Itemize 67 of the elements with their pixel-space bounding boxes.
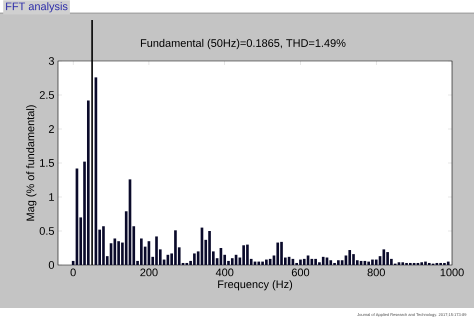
bar bbox=[367, 262, 370, 265]
bar bbox=[310, 258, 314, 265]
bar bbox=[382, 249, 386, 265]
bar bbox=[398, 262, 400, 265]
bar bbox=[242, 245, 245, 265]
bar bbox=[193, 253, 196, 265]
y-tick-label: 0 bbox=[48, 261, 54, 269]
bar bbox=[337, 260, 340, 265]
x-tick-label: 200 bbox=[140, 268, 158, 276]
bar bbox=[102, 226, 105, 265]
bar bbox=[299, 260, 302, 265]
bar bbox=[288, 256, 290, 265]
bar bbox=[86, 100, 90, 265]
y-tick-label: 1 bbox=[49, 193, 54, 201]
bar bbox=[166, 254, 170, 265]
bar bbox=[292, 258, 294, 265]
bar bbox=[424, 262, 427, 265]
bar bbox=[314, 258, 317, 265]
x-tick-label: 800 bbox=[368, 268, 385, 276]
x-tick-label: 400 bbox=[216, 268, 234, 276]
bar bbox=[371, 260, 374, 265]
chart-subtitle: Fundamental (50Hz)=0.1865, THD=1.49% bbox=[140, 38, 346, 50]
y-tick-label: 3 bbox=[48, 57, 54, 65]
x-tick-label: 1000 bbox=[440, 268, 464, 276]
y-tick-label: 2 bbox=[48, 125, 54, 133]
x-tick-label: 600 bbox=[292, 268, 310, 276]
bar bbox=[254, 262, 256, 265]
bar bbox=[76, 168, 78, 265]
bar bbox=[140, 238, 143, 265]
bar bbox=[246, 244, 249, 265]
bar bbox=[220, 248, 222, 265]
bar bbox=[257, 262, 260, 265]
bar bbox=[276, 242, 280, 265]
bar bbox=[94, 77, 98, 265]
bar bbox=[114, 238, 116, 265]
bar bbox=[302, 258, 306, 265]
x-axis-title: Frequency (Hz) bbox=[218, 280, 292, 290]
bar bbox=[200, 228, 204, 265]
bar bbox=[208, 231, 211, 265]
bar bbox=[148, 241, 150, 265]
chart-title: FFT analysis bbox=[6, 2, 68, 12]
x-tick-label: 0 bbox=[70, 268, 76, 276]
bar bbox=[322, 256, 325, 265]
bar bbox=[360, 260, 362, 265]
y-tick-label: 0.5 bbox=[40, 227, 54, 235]
bar bbox=[117, 241, 120, 265]
bar bbox=[329, 260, 332, 265]
y-tick-label: 2.5 bbox=[40, 91, 54, 99]
bar bbox=[128, 179, 132, 265]
bar bbox=[234, 254, 238, 265]
bar bbox=[348, 250, 352, 265]
bar bbox=[174, 230, 177, 265]
bar bbox=[364, 260, 366, 265]
bar bbox=[306, 255, 310, 265]
bar bbox=[265, 260, 268, 265]
bar bbox=[268, 258, 272, 265]
bar bbox=[155, 236, 158, 265]
bar bbox=[446, 262, 450, 265]
bar bbox=[280, 242, 283, 265]
bar bbox=[374, 260, 378, 265]
bar bbox=[230, 258, 234, 265]
y-axis-title: Mag (% of fundamental) bbox=[26, 105, 36, 221]
y-tick-label: 1.5 bbox=[40, 159, 54, 167]
bar bbox=[352, 254, 355, 265]
bar bbox=[386, 252, 389, 265]
bar bbox=[326, 258, 328, 265]
bar bbox=[261, 262, 264, 265]
